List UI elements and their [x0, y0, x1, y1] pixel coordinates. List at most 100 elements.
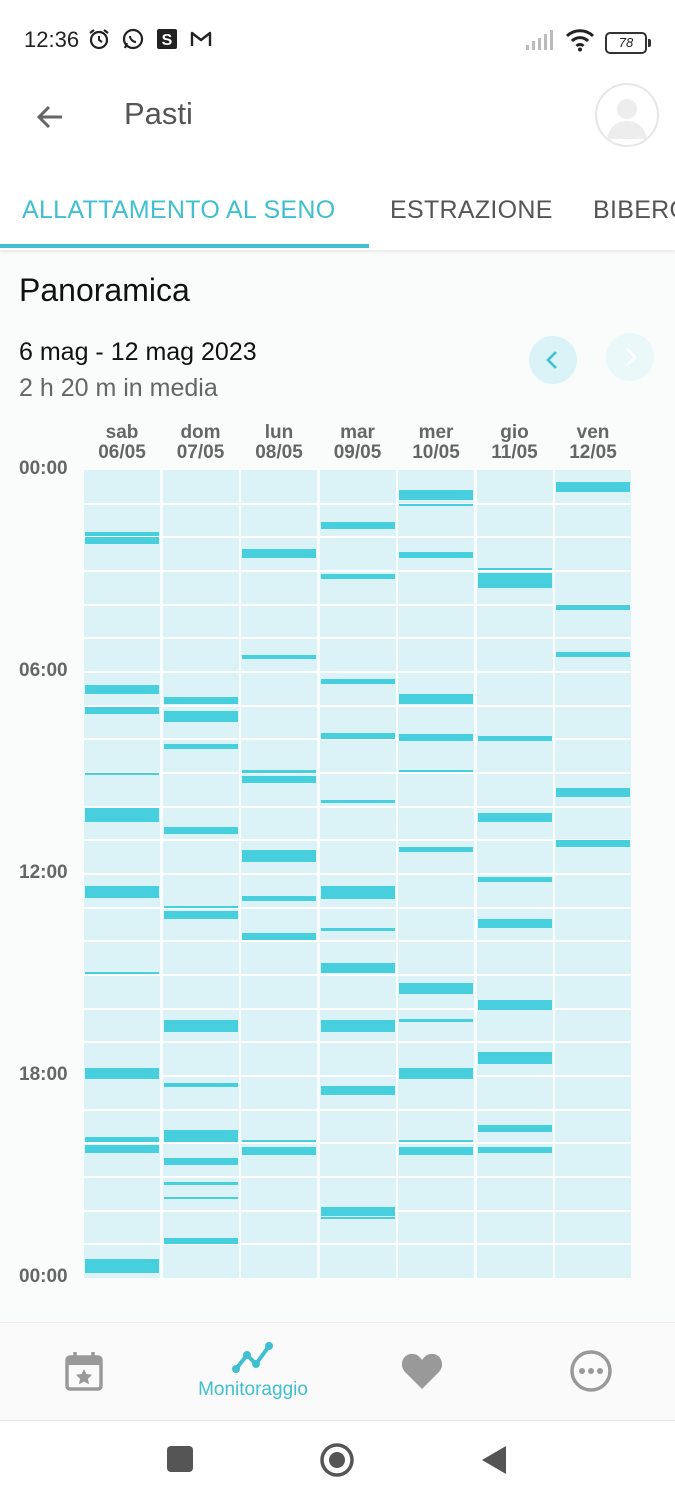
feeding-session-bar[interactable] [399, 490, 473, 501]
feeding-session-bar[interactable] [242, 549, 316, 558]
nav-calendar[interactable] [44, 1323, 124, 1419]
feeding-session-bar[interactable] [399, 1146, 473, 1156]
feeding-session-bar[interactable] [242, 769, 316, 773]
feeding-session-bar[interactable] [163, 905, 238, 908]
feeding-session-bar[interactable] [320, 1217, 395, 1220]
day-header-mer: mer 10/05 [398, 423, 474, 463]
feeding-session-bar[interactable] [477, 567, 552, 570]
feeding-session-bar[interactable] [163, 744, 238, 750]
back-nav-button[interactable] [480, 1444, 508, 1481]
feeding-session-bar[interactable] [85, 1259, 159, 1273]
feeding-session-bar[interactable] [242, 1146, 316, 1156]
feeding-session-bar[interactable] [320, 927, 395, 932]
feeding-session-bar[interactable] [163, 1158, 238, 1166]
feeding-session-bar[interactable] [556, 840, 630, 848]
feeding-session-bar[interactable] [163, 1082, 238, 1088]
trend-icon [232, 1342, 273, 1373]
feeding-session-bar[interactable] [242, 655, 316, 659]
feeding-session-bar[interactable] [85, 885, 159, 898]
feeding-session-bar[interactable] [477, 572, 552, 588]
feeding-session-bar[interactable] [163, 1182, 238, 1186]
nav-more[interactable] [551, 1323, 631, 1419]
feeding-session-bar[interactable] [320, 799, 395, 804]
feeding-session-bar[interactable] [556, 481, 630, 492]
time-label-0: 00:00 [19, 458, 68, 479]
feeding-session-bar[interactable] [85, 685, 159, 694]
previous-week-button[interactable] [529, 336, 577, 384]
feeding-session-bar[interactable] [85, 532, 159, 536]
feeding-session-bar[interactable] [85, 537, 159, 545]
recents-button[interactable] [166, 1445, 194, 1478]
feeding-session-bar[interactable] [399, 1139, 473, 1143]
feeding-session-bar[interactable] [85, 1067, 159, 1080]
feeding-session-bar[interactable] [477, 1052, 552, 1065]
tab-breastfeeding[interactable]: ALLATTAMENTO AL SENO [22, 196, 336, 224]
feeding-session-bar[interactable] [399, 552, 473, 558]
feeding-session-bar[interactable] [477, 919, 552, 928]
tab-bar: ALLATTAMENTO AL SENO ESTRAZIONE BIBERON [0, 170, 675, 250]
feeding-session-bar[interactable] [320, 963, 395, 974]
feeding-session-bar[interactable] [242, 895, 316, 901]
day-date: 07/05 [176, 442, 225, 463]
feeding-session-bar[interactable] [477, 877, 552, 883]
feeding-session-bar[interactable] [163, 1237, 238, 1245]
feeding-session-bar[interactable] [163, 1129, 238, 1142]
feeding-session-bar[interactable] [399, 734, 473, 741]
feeding-session-bar[interactable] [320, 1207, 395, 1216]
feeding-session-bar[interactable] [242, 850, 316, 863]
feeding-session-bar[interactable] [320, 1020, 395, 1033]
next-week-button[interactable] [606, 333, 654, 381]
tab-pumping[interactable]: ESTRAZIONE [390, 196, 553, 224]
system-status-icons: 78 [525, 28, 651, 57]
feeding-session-bar[interactable] [85, 773, 159, 776]
feeding-session-bar[interactable] [163, 911, 238, 920]
feeding-session-bar[interactable] [477, 1000, 552, 1011]
feeding-session-bar[interactable] [477, 813, 552, 822]
feeding-session-bar[interactable] [399, 1067, 473, 1080]
nav-tracking[interactable]: Monitoraggio [173, 1323, 333, 1419]
feeding-session-bar[interactable] [399, 693, 473, 704]
feeding-session-bar[interactable] [399, 503, 473, 506]
feeding-session-bar[interactable] [242, 776, 316, 784]
feeding-session-bar[interactable] [399, 983, 473, 994]
feeding-session-bar[interactable] [556, 651, 630, 657]
feeding-session-bar[interactable] [477, 1146, 552, 1154]
feeding-session-bar[interactable] [85, 808, 159, 822]
grid-line [84, 805, 631, 808]
feeding-session-bar[interactable] [163, 826, 238, 834]
feeding-session-bar[interactable] [477, 1124, 552, 1132]
chevron-left-icon [546, 351, 557, 369]
feeding-session-bar[interactable] [85, 1136, 159, 1142]
feeding-session-bar[interactable] [556, 604, 630, 610]
feeding-session-bar[interactable] [477, 735, 552, 741]
s-app-icon: S [154, 26, 180, 52]
tab-bottle[interactable]: BIBERON [593, 196, 675, 224]
app-bar: Pasti [0, 80, 675, 170]
feeding-session-bar[interactable] [320, 522, 395, 529]
feeding-session-bar[interactable] [556, 788, 630, 797]
feeding-session-bar[interactable] [85, 1145, 159, 1154]
feeding-session-bar[interactable] [163, 697, 238, 704]
feeding-session-bar[interactable] [320, 732, 395, 740]
feeding-session-bar[interactable] [320, 574, 395, 580]
feeding-session-bar[interactable] [399, 769, 473, 772]
grid-line [84, 704, 631, 707]
feeding-session-bar[interactable] [320, 885, 395, 900]
home-button[interactable] [319, 1442, 355, 1483]
feeding-session-bar[interactable] [242, 932, 316, 940]
grid-line [84, 839, 631, 842]
feeding-session-bar[interactable] [163, 1197, 238, 1200]
feeding-session-bar[interactable] [85, 971, 159, 974]
avatar[interactable] [595, 83, 659, 147]
feeding-session-bar[interactable] [242, 1139, 316, 1143]
feeding-session-bar[interactable] [163, 710, 238, 723]
feeding-session-bar[interactable] [399, 847, 473, 853]
back-button[interactable] [28, 95, 72, 139]
feeding-session-bar[interactable] [320, 678, 395, 684]
nav-favorites[interactable] [382, 1323, 462, 1419]
grid-line [84, 873, 631, 875]
feeding-session-bar[interactable] [163, 1020, 238, 1033]
feeding-session-bar[interactable] [85, 707, 159, 715]
feeding-session-bar[interactable] [320, 1086, 395, 1095]
feeding-session-bar[interactable] [399, 1018, 473, 1023]
